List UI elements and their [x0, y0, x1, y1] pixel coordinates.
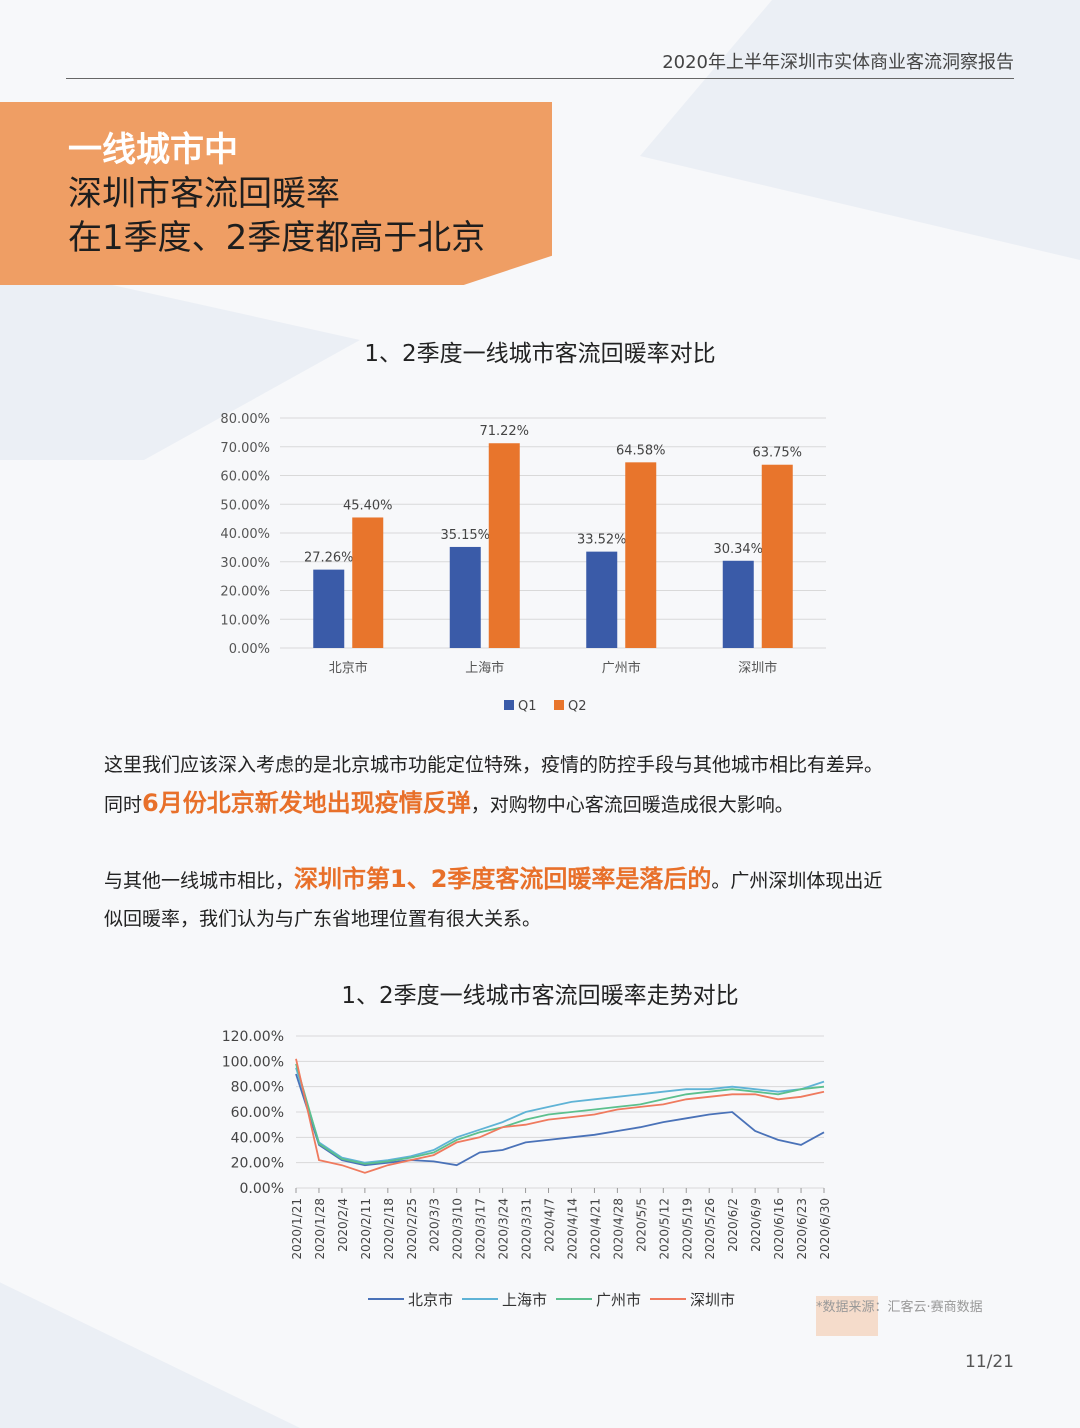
- line-chart-title: 1、2季度一线城市客流回暖率走势对比: [341, 983, 739, 1009]
- bar-q2: [352, 517, 384, 648]
- series-line: [295, 1063, 825, 1165]
- header-divider: [66, 78, 1014, 79]
- x-tick-label: 2020/4/21: [588, 1198, 602, 1260]
- data-label: 45.40%: [343, 498, 393, 513]
- bar-q2: [761, 464, 793, 648]
- legend-label: 北京市: [408, 1291, 453, 1309]
- bar-q1: [313, 569, 345, 648]
- x-tick-label: 2020/5/12: [657, 1198, 671, 1260]
- x-tick-label: 2020/3/10: [451, 1198, 465, 1260]
- y-tick-label: 20.00%: [220, 585, 270, 600]
- paragraph-2-line-1: 与其他一线城市相比，深圳市第1、2季度客流回暖率是落后的。广州深圳体现出近: [104, 860, 1004, 900]
- y-tick-label: 50.00%: [220, 498, 270, 513]
- y-tick-label: 60.00%: [220, 470, 270, 485]
- x-tick-label: 2020/3/3: [428, 1198, 442, 1252]
- x-tick-label: 2020/2/25: [405, 1198, 419, 1260]
- data-label: 71.22%: [479, 424, 529, 439]
- x-tick-label: 2020/3/17: [474, 1198, 488, 1260]
- series-line: [295, 1058, 825, 1174]
- line-chart: 0.00% 20.00% 40.00% 60.00% 80.00% 100.00% 120.…: [222, 1029, 832, 1309]
- y-tick-label: 40.00%: [231, 1130, 284, 1146]
- x-tick-label: 2020/3/24: [497, 1198, 511, 1260]
- x-tick-label: 2020/5/26: [703, 1198, 717, 1260]
- y-tick-label: 60.00%: [231, 1105, 284, 1121]
- background-shape: [640, 0, 1080, 260]
- data-label: 30.34%: [713, 542, 763, 557]
- banner-line-3: 在1季度、2季度都高于北京: [68, 218, 486, 258]
- y-tick-label: 70.00%: [220, 441, 270, 456]
- y-tick-label: 10.00%: [220, 613, 270, 628]
- legend-label: 广州市: [596, 1291, 641, 1309]
- y-tick-label: 80.00%: [231, 1080, 284, 1096]
- x-tick-label: 2020/6/23: [795, 1198, 809, 1260]
- legend-swatch-q2: [554, 700, 564, 710]
- title-banner: [0, 102, 552, 285]
- legend-label: Q2: [568, 699, 587, 714]
- paragraph-1-text: 同时: [104, 794, 143, 816]
- x-tick-label: 深圳市: [738, 660, 777, 676]
- bar-q2: [625, 462, 657, 648]
- y-tick-label: 20.00%: [231, 1156, 284, 1172]
- banner-line-1: 一线城市中: [68, 130, 238, 170]
- data-label: 64.58%: [616, 443, 666, 458]
- bar-q1: [722, 560, 754, 648]
- paragraph-1-line-2: 同时6月份北京新发地出现疫情反弹，对购物中心客流回暖造成很大影响。: [104, 784, 1004, 824]
- y-tick-label: 80.00%: [220, 412, 270, 427]
- x-tick-label: 2020/2/18: [382, 1198, 396, 1260]
- legend-label: 深圳市: [690, 1291, 735, 1309]
- highlight-text: 6月份北京新发地出现疫情反弹: [142, 789, 471, 817]
- paragraph-1-text: ，对购物中心客流回暖造成很大影响。: [470, 794, 794, 816]
- paragraph-2: 与其他一线城市相比，深圳市第1、2季度客流回暖率是落后的。广州深圳体现出近 似回…: [104, 860, 1004, 938]
- paragraph-2-text: 与其他一线城市相比，: [104, 870, 295, 892]
- x-tick-label: 北京市: [329, 660, 368, 676]
- report-title: 2020年上半年深圳市实体商业客流洞察报告: [662, 52, 1014, 73]
- legend-label: Q1: [518, 699, 537, 714]
- legend-swatch-q1: [504, 700, 514, 710]
- y-tick-label: 40.00%: [220, 527, 270, 542]
- data-source: *数据来源：汇客云·赛商数据: [816, 1300, 983, 1315]
- y-tick-label: 120.00%: [222, 1029, 284, 1045]
- x-tick-label: 2020/6/16: [772, 1198, 786, 1260]
- series-line: [295, 1073, 825, 1167]
- x-tick-label: 2020/6/2: [726, 1198, 740, 1252]
- series-line: [295, 1067, 825, 1164]
- data-label: 35.15%: [440, 528, 490, 543]
- x-tick-label: 2020/4/14: [565, 1198, 579, 1260]
- highlight-text: 深圳市第1、2季度客流回暖率是落后的: [294, 865, 712, 893]
- paragraph-1-line-1: 这里我们应该深入考虑的是北京城市功能定位特殊，疫情的防控手段与其他城市相比有差异…: [104, 754, 884, 776]
- x-tick-label: 2020/6/9: [749, 1198, 763, 1252]
- x-tick-label: 2020/6/30: [818, 1198, 832, 1260]
- paragraph-2-line-2: 似回暖率，我们认为与广东省地理位置有很大关系。: [104, 908, 542, 930]
- x-tick-label: 2020/1/28: [313, 1198, 327, 1260]
- bar-q1: [586, 551, 618, 648]
- bar-q1: [449, 546, 481, 648]
- paragraph-1: 这里我们应该深入考虑的是北京城市功能定位特殊，疫情的防控手段与其他城市相比有差异…: [104, 746, 1004, 824]
- x-tick-label: 2020/4/28: [611, 1198, 625, 1260]
- x-tick-label: 2020/5/5: [634, 1198, 648, 1252]
- y-tick-label: 0.00%: [240, 1181, 284, 1197]
- bar-chart: 0.00% 10.00% 20.00% 30.00% 40.00% 50.00% 60.00…: [220, 412, 826, 714]
- data-label: 63.75%: [752, 446, 802, 461]
- x-tick-label: 2020/3/31: [520, 1198, 534, 1260]
- page-number: 11/21: [965, 1352, 1014, 1372]
- source-highlight: [816, 1296, 878, 1336]
- x-tick-label: 2020/2/11: [359, 1198, 373, 1260]
- banner-line-2: 深圳市客流回暖率: [68, 174, 340, 214]
- x-tick-label: 上海市: [465, 660, 504, 676]
- x-tick-label: 2020/2/4: [336, 1198, 350, 1252]
- bar-chart-title: 1、2季度一线城市客流回暖率对比: [364, 341, 716, 367]
- y-tick-label: 30.00%: [220, 556, 270, 571]
- x-tick-label: 2020/5/19: [680, 1198, 694, 1260]
- x-tick-label: 2020/4/7: [543, 1198, 557, 1252]
- y-tick-label: 100.00%: [222, 1054, 284, 1070]
- y-tick-label: 0.00%: [229, 642, 270, 657]
- x-tick-label: 2020/1/21: [290, 1198, 304, 1260]
- bar-q2: [488, 443, 520, 648]
- data-label: 33.52%: [577, 533, 627, 548]
- legend-label: 上海市: [502, 1291, 547, 1309]
- x-tick-label: 广州市: [602, 660, 641, 676]
- data-label: 27.26%: [304, 551, 354, 566]
- paragraph-2-text: 。广州深圳体现出近: [711, 870, 883, 892]
